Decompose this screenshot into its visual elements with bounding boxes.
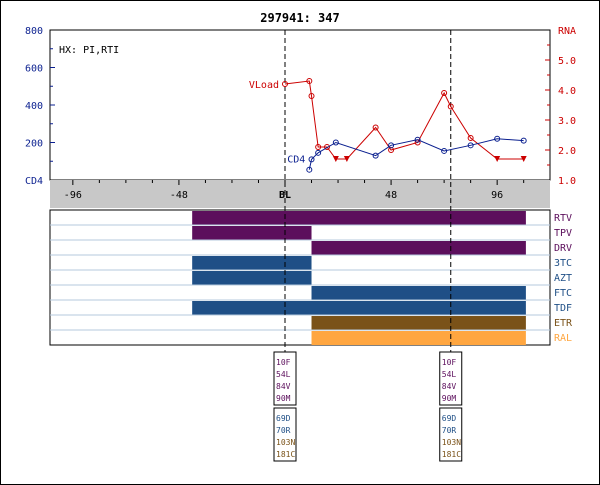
vload-point-below-limit [343,156,350,162]
cd4-point [315,149,322,156]
mutation-label: 90M [276,394,291,403]
drug-bar-azt [192,271,312,285]
cd4-tick-label: 200 [25,139,43,150]
mutation-label: 84V [442,382,457,391]
cd4-point [308,156,315,163]
chart-title: 297941: 347 [260,11,339,25]
mutation-box-top [273,351,297,406]
drug-bar-tdf [192,301,526,315]
cd4-point [388,142,395,149]
drug-bar-drv [311,241,526,255]
drug-label-tpv: TPV [554,228,572,239]
vload-point [315,144,322,150]
vload-point [467,135,474,141]
drug-label-3tc: 3TC [554,258,572,269]
vload-point [323,144,330,150]
vload-point-below-limit [494,156,501,162]
rna-tick-label: 3.0 [558,116,576,127]
drug-bar-3tc [192,256,312,270]
x-tick-label: BL [279,190,291,201]
cd4-series-label: CD4 [287,155,305,166]
x-tick-label: -96 [64,190,82,201]
drug-bar-ftc [311,286,526,300]
mutation-label: 84V [276,382,291,391]
x-tick-label: -48 [170,190,188,201]
mutation-box-bottom [439,407,463,462]
mutation-label: 54L [276,370,291,379]
cd4-point [414,136,421,143]
mutation-label: 90M [442,394,457,403]
drug-label-ral: RAL [554,333,572,344]
cd4-point [467,142,474,149]
mutation-label: 69D [442,414,457,423]
rna-tick-label: 2.0 [558,146,576,157]
x-tick-label: 96 [491,190,503,201]
vload-series-label: VLoad [249,80,279,91]
x-tick-label: 48 [385,190,397,201]
rna-tick-label: 1.0 [558,176,576,187]
mutation-label: 181C [276,450,295,459]
rna-tick-label: RNA [558,26,576,37]
cd4-tick-label: CD4 [25,176,43,187]
history-annotation: HX: PI,RTI [59,45,119,56]
mutation-label: 181C [442,450,461,459]
cd4-tick-label: 600 [25,64,43,75]
mutation-label: 103N [276,438,295,447]
drug-bar-ral [311,331,526,345]
drug-label-rtv: RTV [554,213,572,224]
vload-point [372,124,379,131]
mutation-box-top [439,351,463,406]
cd4-tick-label: 400 [25,101,43,112]
vload-point [441,90,448,96]
vload-point [447,103,454,110]
cd4-tick-label: 800 [25,26,43,37]
vload-point-below-limit [332,156,339,162]
x-axis-band [50,180,550,208]
vload-point [282,81,288,87]
mutation-label: 70R [276,426,291,435]
drug-label-azt: AZT [554,273,572,284]
drug-bar-rtv [192,211,526,225]
drug-label-drv: DRV [554,243,572,254]
drug-label-ftc: FTC [554,288,572,299]
vload-point [308,93,315,99]
drug-bar-tpv [192,226,312,240]
drug-label-tdf: TDF [554,303,572,314]
vload-point-below-limit [520,156,527,162]
rna-tick-label: 5.0 [558,56,576,67]
cd4-point [372,152,379,159]
mutation-box-bottom [273,407,297,462]
mutation-label: 103N [442,438,461,447]
drug-label-etr: ETR [554,318,573,329]
cd4-point [332,139,339,146]
mutation-label: 10F [442,358,457,367]
vload-series-line [284,80,524,160]
mutation-label: 54L [442,370,457,379]
mutation-label: 70R [442,426,457,435]
cd4-series-line [308,138,524,170]
vload-point [306,78,313,84]
cd4-point [306,166,313,173]
cd4-point [520,137,527,144]
rna-tick-label: 4.0 [558,86,576,97]
mutation-label: 69D [276,414,291,423]
mutation-label: 10F [276,358,291,367]
cd4-point [441,147,448,154]
drug-bar-etr [311,316,526,330]
cd4-point [494,135,501,142]
